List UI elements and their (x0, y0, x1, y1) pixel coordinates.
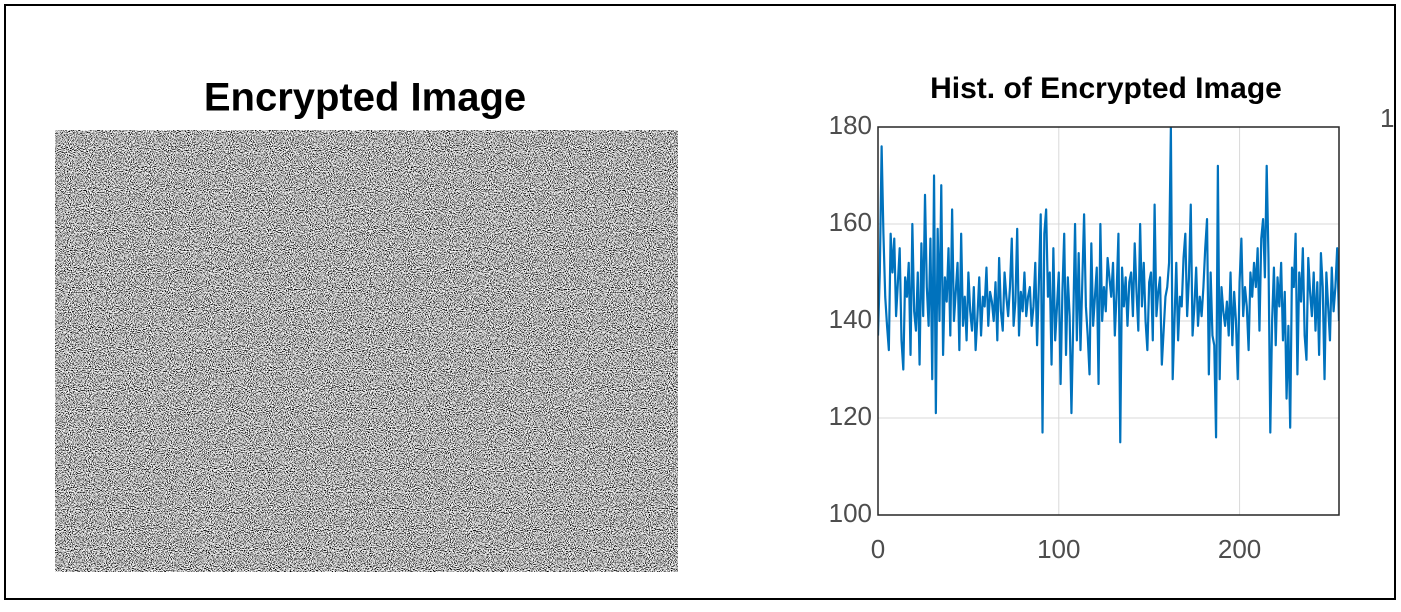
chart-title: Hist. of Encrypted Image (930, 72, 1282, 105)
image-title: Encrypted Image (204, 76, 526, 120)
figure: Encrypted Image Hist. of Encrypted Image… (0, 0, 1401, 607)
x-tick-label: 100 (1037, 534, 1080, 564)
y-tick-label: 120 (829, 401, 872, 431)
y-tick-label: 100 (829, 498, 872, 528)
encrypted-image (55, 130, 678, 572)
x-tick-label: 200 (1218, 534, 1261, 564)
page: {"image_panel": {"title": "Encrypted Ima… (0, 0, 1401, 612)
y-tick-label: 140 (829, 304, 872, 334)
y-tick-label: 180 (829, 110, 872, 140)
y-tick-label: 160 (829, 207, 872, 237)
clipped-label: 1 (1380, 103, 1394, 133)
x-tick-label: 0 (871, 534, 885, 564)
